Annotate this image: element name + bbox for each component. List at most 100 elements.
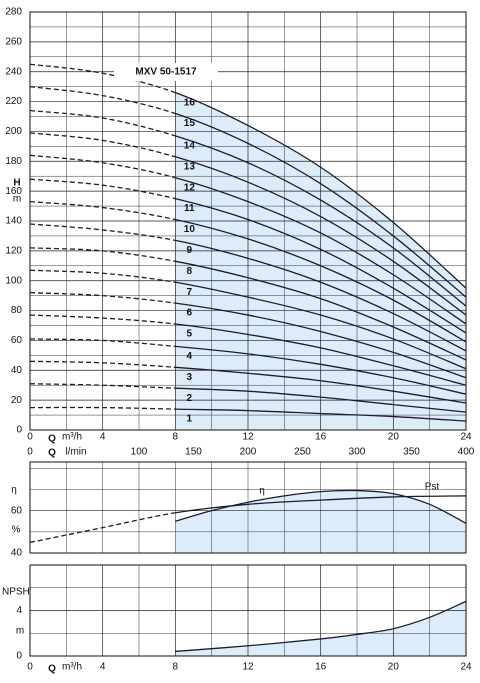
plot-frame — [29, 461, 467, 554]
y-axis-label: NPSH — [2, 587, 30, 598]
curve — [175, 600, 467, 653]
curve-extension — [29, 383, 176, 389]
curve-extension — [29, 223, 176, 242]
x-tick-label: 4 — [100, 662, 106, 673]
curve-extension — [29, 154, 176, 179]
series-label: 8 — [187, 266, 193, 277]
curve-extension — [29, 269, 176, 283]
series-label: 1 — [187, 414, 193, 425]
x-tick-label: 12 — [242, 662, 254, 673]
curve — [175, 281, 467, 370]
x-tick-label: 24 — [460, 432, 472, 443]
x2-axis-unit: l/min — [65, 447, 86, 458]
chart-title: MXV 50-1517 — [135, 67, 197, 78]
x2-tick-label: 150 — [185, 447, 202, 458]
series-label: 4 — [187, 351, 193, 362]
curve — [175, 218, 467, 343]
x2-tick-label: 0 — [27, 447, 33, 458]
x-tick-label: 0 — [27, 432, 33, 443]
y-axis-unit: m — [13, 194, 21, 205]
x2-tick-label: 350 — [403, 447, 420, 458]
y-tick-label: 220 — [5, 96, 22, 107]
series-label: Pst — [425, 482, 440, 493]
x-tick-label: 20 — [388, 432, 400, 443]
curve-extension — [29, 512, 176, 544]
curve — [175, 156, 467, 316]
series-label: 14 — [184, 141, 196, 152]
curve — [175, 302, 467, 379]
curve-extension — [29, 178, 176, 200]
x-axis-unit: m³/h — [62, 432, 82, 443]
series-label: 2 — [187, 393, 193, 404]
curve — [175, 387, 467, 413]
curve-extension — [29, 292, 176, 304]
y-tick-label: 80 — [11, 305, 23, 316]
series-label: 11 — [184, 203, 195, 214]
x2-tick-label: 400 — [458, 447, 475, 458]
curve — [175, 495, 467, 514]
x-tick-label: 24 — [460, 662, 472, 673]
y-tick-label: 200 — [5, 126, 22, 137]
curve-extension — [29, 200, 176, 221]
x2-tick-label: 200 — [240, 447, 257, 458]
y-axis-label: H — [13, 178, 20, 189]
curve — [175, 92, 467, 289]
y-tick-label: 20 — [11, 395, 23, 406]
y-tick-label: 260 — [5, 36, 22, 47]
curve-extension — [29, 360, 176, 368]
y-tick-label: 40 — [11, 548, 23, 559]
x-axis-label: Q — [48, 434, 56, 445]
curve-extension — [29, 85, 176, 115]
y-axis-unit: % — [12, 525, 21, 536]
curve — [175, 489, 467, 524]
curve — [175, 177, 467, 325]
x-tick-label: 12 — [242, 432, 254, 443]
series-label: 13 — [184, 161, 196, 172]
series-label: 6 — [187, 308, 193, 319]
x-tick-label: 16 — [315, 432, 327, 443]
curve-extension — [29, 132, 176, 158]
x-tick-label: 8 — [173, 662, 179, 673]
y-tick-label: 60 — [11, 505, 23, 516]
plot-frame — [29, 564, 467, 657]
y-tick-label: 180 — [5, 156, 22, 167]
title-background — [114, 63, 218, 81]
x-tick-label: 20 — [388, 662, 400, 673]
x2-axis-label: Q — [48, 448, 56, 459]
y-tick-label: 160 — [5, 186, 22, 197]
curve — [175, 239, 467, 352]
x-tick-label: 0 — [27, 662, 33, 673]
series-label: 16 — [184, 97, 196, 108]
x-tick-label: 16 — [315, 662, 327, 673]
curve-extension — [29, 109, 176, 137]
y-tick-label: 280 — [5, 7, 22, 18]
curve — [175, 112, 467, 298]
x2-tick-label: 100 — [131, 447, 148, 458]
series-label: 5 — [187, 329, 193, 340]
curve — [175, 135, 467, 307]
x2-tick-label: 300 — [349, 447, 366, 458]
series-label: 12 — [184, 182, 196, 193]
curve — [175, 366, 467, 404]
x-axis-unit: m³/h — [62, 662, 82, 673]
y-tick-label: 140 — [5, 216, 22, 227]
series-label: 9 — [187, 245, 193, 256]
plot-frame — [29, 11, 467, 431]
y-tick-label: 40 — [11, 365, 23, 376]
y-axis-unit: m — [16, 626, 24, 637]
x-tick-label: 8 — [173, 432, 179, 443]
curve-extension — [29, 406, 176, 410]
series-label: η — [259, 486, 265, 497]
curve — [175, 408, 467, 422]
curve-extension — [29, 338, 176, 348]
series-label: 3 — [187, 372, 193, 383]
series-label: 15 — [184, 118, 196, 129]
series-label: 10 — [184, 224, 196, 235]
y-axis-label: η — [11, 485, 17, 496]
curve — [175, 197, 467, 334]
curve-extension — [29, 247, 176, 262]
curve-extension — [29, 314, 176, 325]
x-tick-label: 4 — [100, 432, 106, 443]
